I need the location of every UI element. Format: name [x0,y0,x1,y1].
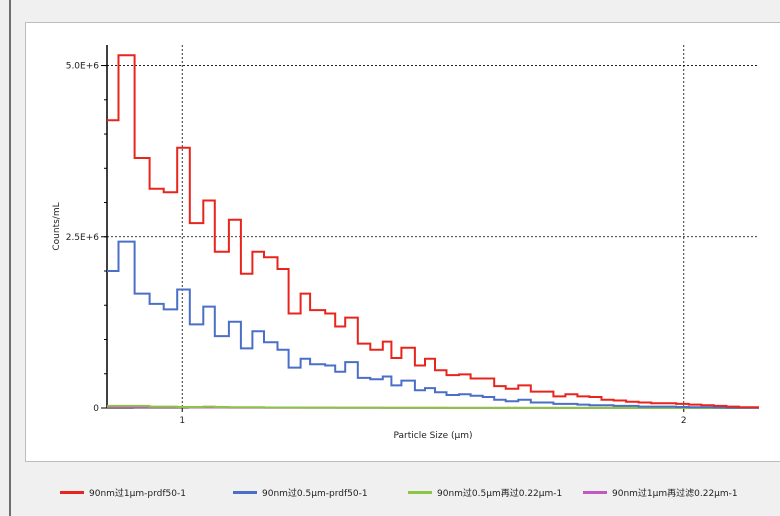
chart-svg: 0 2.5E+6 5.0E+6 1 2 Particle Size (µm) Counts/… [52,45,759,441]
series-line-1 [107,240,759,409]
series-line-2 [107,404,759,409]
y-axis-label: Counts/mL [52,202,62,250]
series-line-0 [107,54,759,409]
legend-item-0: 90nm过1µm-prdf50-1 [60,482,186,502]
legend-swatch-3 [583,490,607,494]
legend-swatch-0 [60,490,84,494]
window-edge [0,0,11,516]
legend-label-2: 90nm过0.5µm再过0.22µm-1 [437,488,563,499]
legend-swatch-2 [408,490,432,494]
chart-legend: 90nm过1µm-prdf50-1 90nm过0.5µm-prdf50-1 90… [60,482,780,502]
y-tick-label-0: 0 [93,404,99,414]
legend-item-1: 90nm过0.5µm-prdf50-1 [233,482,368,502]
legend-label-3: 90nm过1µm再过滤0.22µm-1 [612,488,738,499]
x-tick-label-1: 2 [681,416,687,426]
legend-label-0: 90nm过1µm-prdf50-1 [89,488,186,499]
chart-panel: 0 2.5E+6 5.0E+6 1 2 Particle Size (µm) Counts/… [25,22,780,462]
legend-label-1: 90nm过0.5µm-prdf50-1 [262,488,368,499]
legend-swatch-1 [233,490,257,494]
legend-item-3: 90nm过1µm再过滤0.22µm-1 [583,482,738,502]
legend-item-2: 90nm过0.5µm再过0.22µm-1 [408,482,562,502]
x-axis-label: Particle Size (µm) [394,431,473,441]
y-tick-label-2: 5.0E+6 [66,62,100,72]
x-tick-label-0: 1 [179,416,185,426]
y-tick-label-1: 2.5E+6 [66,233,100,243]
